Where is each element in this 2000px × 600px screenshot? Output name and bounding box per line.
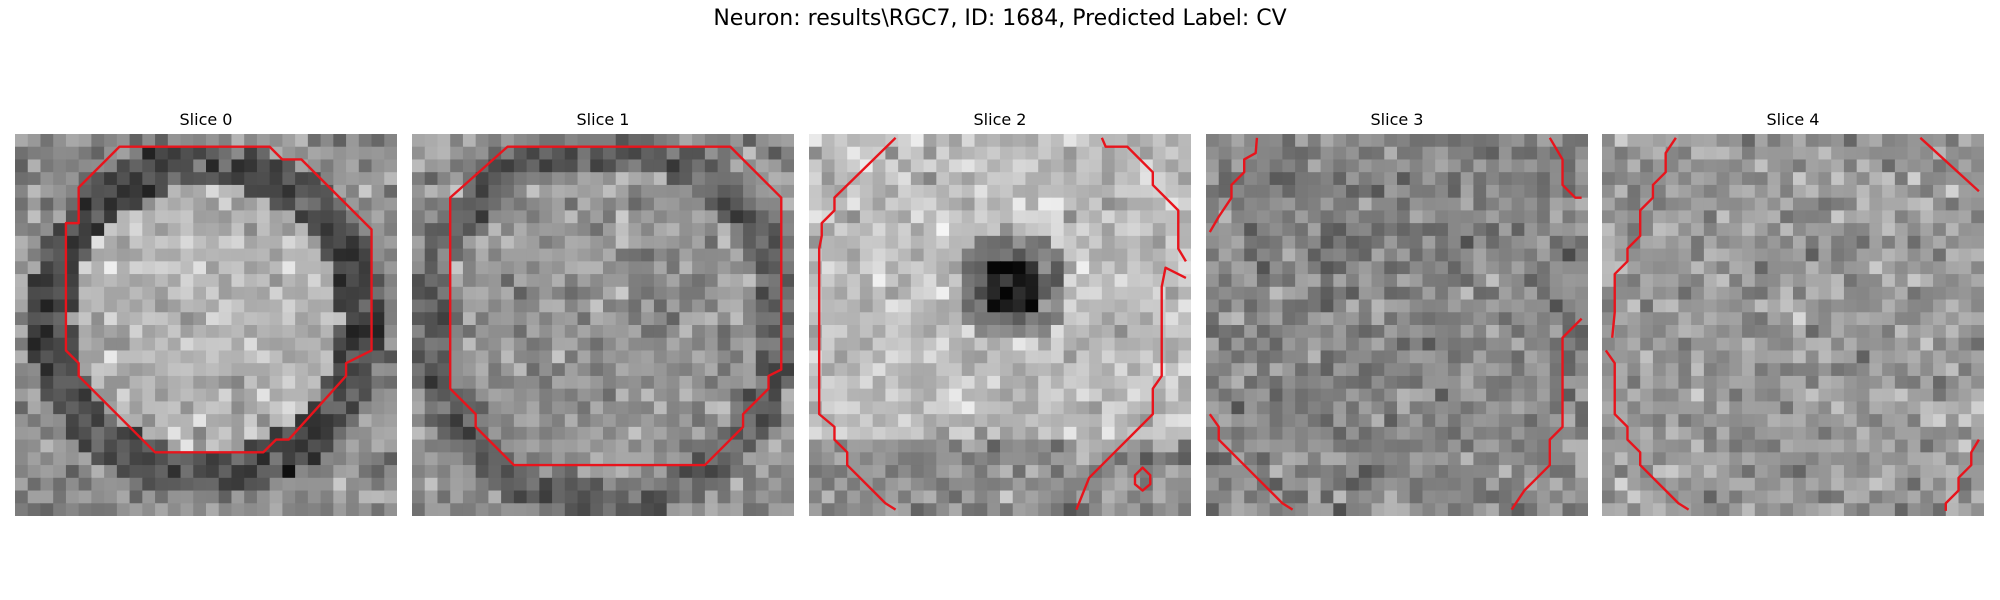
slice-svg-1: [412, 134, 794, 516]
segmentation-contour: [449, 145, 783, 467]
pixel-grid: [412, 134, 794, 516]
contour-line-1: [1604, 349, 1690, 511]
contour-line-2: [1919, 136, 1980, 193]
segmentation-contour: [817, 136, 1187, 511]
slice-title-4: Slice 4: [1766, 110, 1820, 129]
slice-svg-3: [1206, 134, 1588, 516]
figure-title: Neuron: results\RGC7, ID: 1684, Predicte…: [713, 6, 1287, 31]
slice-title-0: Slice 0: [179, 110, 233, 129]
slice-title-2: Slice 2: [973, 110, 1027, 129]
pixel-grid: [1206, 134, 1588, 516]
slice-svg-0: [15, 134, 397, 516]
slice-title-1: Slice 1: [576, 110, 630, 129]
slice-title-3: Slice 3: [1370, 110, 1424, 129]
slice-svg-4: [1602, 134, 1984, 516]
contour-line-3: [1208, 413, 1294, 511]
slice-image-3: [1206, 134, 1588, 516]
contour-line-0: [817, 136, 897, 511]
pixel-grid: [809, 134, 1191, 516]
segmentation-contour: [1208, 137, 1583, 511]
contour-line-1: [1548, 137, 1582, 199]
contour-line-0: [449, 145, 783, 467]
slice-image-1: [412, 134, 794, 516]
slice-image-0: [15, 134, 397, 516]
contour-line-3: [1944, 438, 1980, 511]
slice-svg-2: [809, 134, 1191, 516]
segmentation-contour: [1604, 136, 1980, 511]
contour-line-0: [64, 145, 373, 454]
contour-line-0: [1610, 137, 1677, 338]
pixel-grid: [1602, 134, 1984, 516]
pixel-grid: [15, 134, 397, 516]
slice-image-2: [809, 134, 1191, 516]
contour-line-3: [1133, 466, 1152, 492]
segmentation-contour: [64, 145, 373, 454]
contour-line-1: [1100, 137, 1187, 262]
contour-line-2: [1510, 317, 1583, 511]
contour-line-0: [1208, 137, 1259, 233]
contour-line-2: [1075, 266, 1187, 511]
slice-image-4: [1602, 134, 1984, 516]
